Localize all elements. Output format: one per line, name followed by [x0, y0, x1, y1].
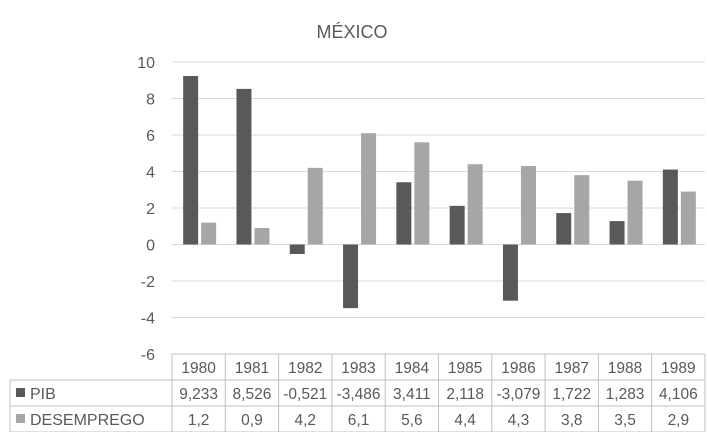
gridlines: [172, 61, 705, 355]
bar-desemprego-1987: [574, 175, 590, 245]
x-tick-label: 1982: [288, 360, 322, 377]
bar-pib-1981: [236, 88, 252, 245]
y-tick-label: 8: [146, 92, 155, 109]
bar-pib-1986: [502, 244, 518, 301]
data-label-desemprego: 4,3: [508, 412, 530, 429]
data-label-pib: -3,486: [337, 386, 381, 403]
bar-pib-1985: [449, 205, 465, 245]
bar-desemprego-1984: [414, 142, 430, 245]
data-label-desemprego: 0,9: [241, 412, 263, 429]
y-tick-label: 2: [146, 201, 155, 218]
bar-pib-1989: [662, 169, 678, 245]
bar-pib-1980: [183, 75, 199, 245]
data-label-desemprego: 5,6: [401, 412, 423, 429]
data-label-desemprego: 4,2: [294, 412, 316, 429]
y-tick-label: -2: [141, 274, 155, 291]
data-label-desemprego: 4,4: [454, 412, 476, 429]
legend-label-desemprego: DESEMPREGO: [30, 412, 145, 429]
bar-desemprego-1985: [467, 164, 483, 245]
bar-desemprego-1981: [254, 228, 270, 245]
data-label-desemprego: 2,9: [668, 412, 690, 429]
data-label-desemprego: 6,1: [348, 412, 370, 429]
x-tick-label: 1983: [341, 360, 375, 377]
data-label-pib: 8,526: [233, 386, 272, 403]
data-label-pib: 4,106: [659, 386, 698, 403]
y-tick-label: 0: [146, 238, 155, 255]
data-label-pib: 3,411: [393, 386, 431, 403]
y-tick-label: -6: [141, 347, 155, 364]
data-label-desemprego: 3,8: [561, 412, 583, 429]
x-tick-label: 1984: [395, 360, 430, 377]
bar-desemprego-1982: [307, 167, 323, 245]
bar-pib-1987: [556, 213, 572, 245]
x-tick-label: 1981: [235, 360, 269, 377]
data-label-pib: 9,233: [179, 386, 218, 403]
bar-desemprego-1988: [627, 180, 643, 245]
x-tick-label: 1987: [555, 360, 589, 377]
x-tick-label: 1980: [181, 360, 216, 377]
bar-desemprego-1989: [680, 191, 696, 245]
y-tick-label: 6: [146, 128, 155, 145]
x-tick-label: 1988: [608, 360, 642, 377]
x-tick-label: 1985: [448, 360, 482, 377]
legend-label-pib: PIB: [30, 386, 56, 403]
data-table: 1980 1981 1982 1983 1984 1985 1986 1987 1988 1989…: [9, 353, 706, 432]
data-label-pib: 1,722: [552, 386, 591, 403]
bar-desemprego-1986: [520, 166, 536, 245]
data-label-pib: 1,283: [606, 386, 645, 403]
y-tick-label: 4: [146, 165, 155, 182]
x-tick-label: 1986: [501, 360, 535, 377]
bar-pib-1982: [289, 244, 305, 255]
data-label-pib: -0,521: [283, 386, 327, 403]
y-axis-ticks: -6 -4 -2 0 2 4 6 8 10: [137, 55, 155, 364]
y-tick-label: 10: [137, 55, 155, 72]
bar-pib-1984: [396, 182, 412, 245]
chart-title: MÉXICO: [316, 22, 387, 42]
legend-key-pib: [16, 388, 25, 397]
y-tick-label: -4: [141, 311, 155, 328]
bar-desemprego-1980: [201, 222, 217, 245]
data-label-pib: -3,079: [496, 386, 540, 403]
bar-desemprego-1983: [361, 133, 377, 245]
data-label-pib: 2,118: [446, 386, 484, 403]
legend-key-desemprego: [16, 414, 25, 423]
data-label-desemprego: 3,5: [614, 412, 636, 429]
bar-pib-1988: [609, 221, 625, 245]
bars: [183, 75, 696, 309]
x-tick-label: 1989: [661, 360, 695, 377]
bar-pib-1983: [343, 244, 359, 309]
data-label-desemprego: 1,2: [188, 412, 210, 429]
